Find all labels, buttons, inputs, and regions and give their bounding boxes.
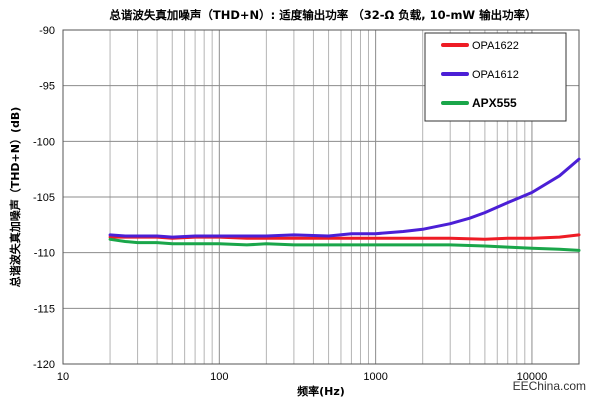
plot-frame bbox=[62, 29, 580, 365]
legend-label-apx555: APX555 bbox=[472, 96, 517, 110]
legend-label-opa1612: OPA1612 bbox=[472, 69, 519, 81]
y-tick-label: -110 bbox=[34, 248, 55, 260]
series-line-apx555 bbox=[108, 237, 581, 252]
series-line-opa1612 bbox=[108, 157, 581, 239]
y-axis-label: 总谐波失真加噪声（THD+N）(dB) bbox=[8, 107, 22, 288]
y-tick-label: -100 bbox=[33, 136, 55, 148]
chart-title: 总谐波失真加噪声（THD+N）: 适度输出功率 （32-Ω 负载, 10-mW … bbox=[109, 8, 536, 22]
legend-box bbox=[424, 32, 567, 122]
x-tick-label: 10 bbox=[57, 371, 69, 383]
x-tick-label: 10000 bbox=[517, 371, 548, 383]
y-tick-label: -90 bbox=[39, 25, 55, 37]
legend: OPA1622 OPA1612 APX555 bbox=[424, 32, 567, 122]
legend-label-opa1622: OPA1622 bbox=[472, 40, 519, 52]
x-tick-label: 1000 bbox=[363, 371, 387, 383]
y-tick-label: -115 bbox=[34, 303, 55, 315]
axis-ticks: 10 100 1000 10000 -90 -95 -100 -105 -110 -115 -120 bbox=[33, 25, 547, 383]
series-lines bbox=[108, 157, 581, 252]
x-tick-label: 100 bbox=[210, 371, 228, 383]
y-tick-label: -105 bbox=[33, 192, 55, 204]
x-axis-label: 频率(Hz) bbox=[297, 384, 345, 398]
grid bbox=[63, 30, 579, 364]
watermark: EEChina.com bbox=[513, 379, 586, 393]
y-tick-label: -120 bbox=[33, 359, 55, 371]
y-tick-label: -95 bbox=[39, 81, 55, 93]
